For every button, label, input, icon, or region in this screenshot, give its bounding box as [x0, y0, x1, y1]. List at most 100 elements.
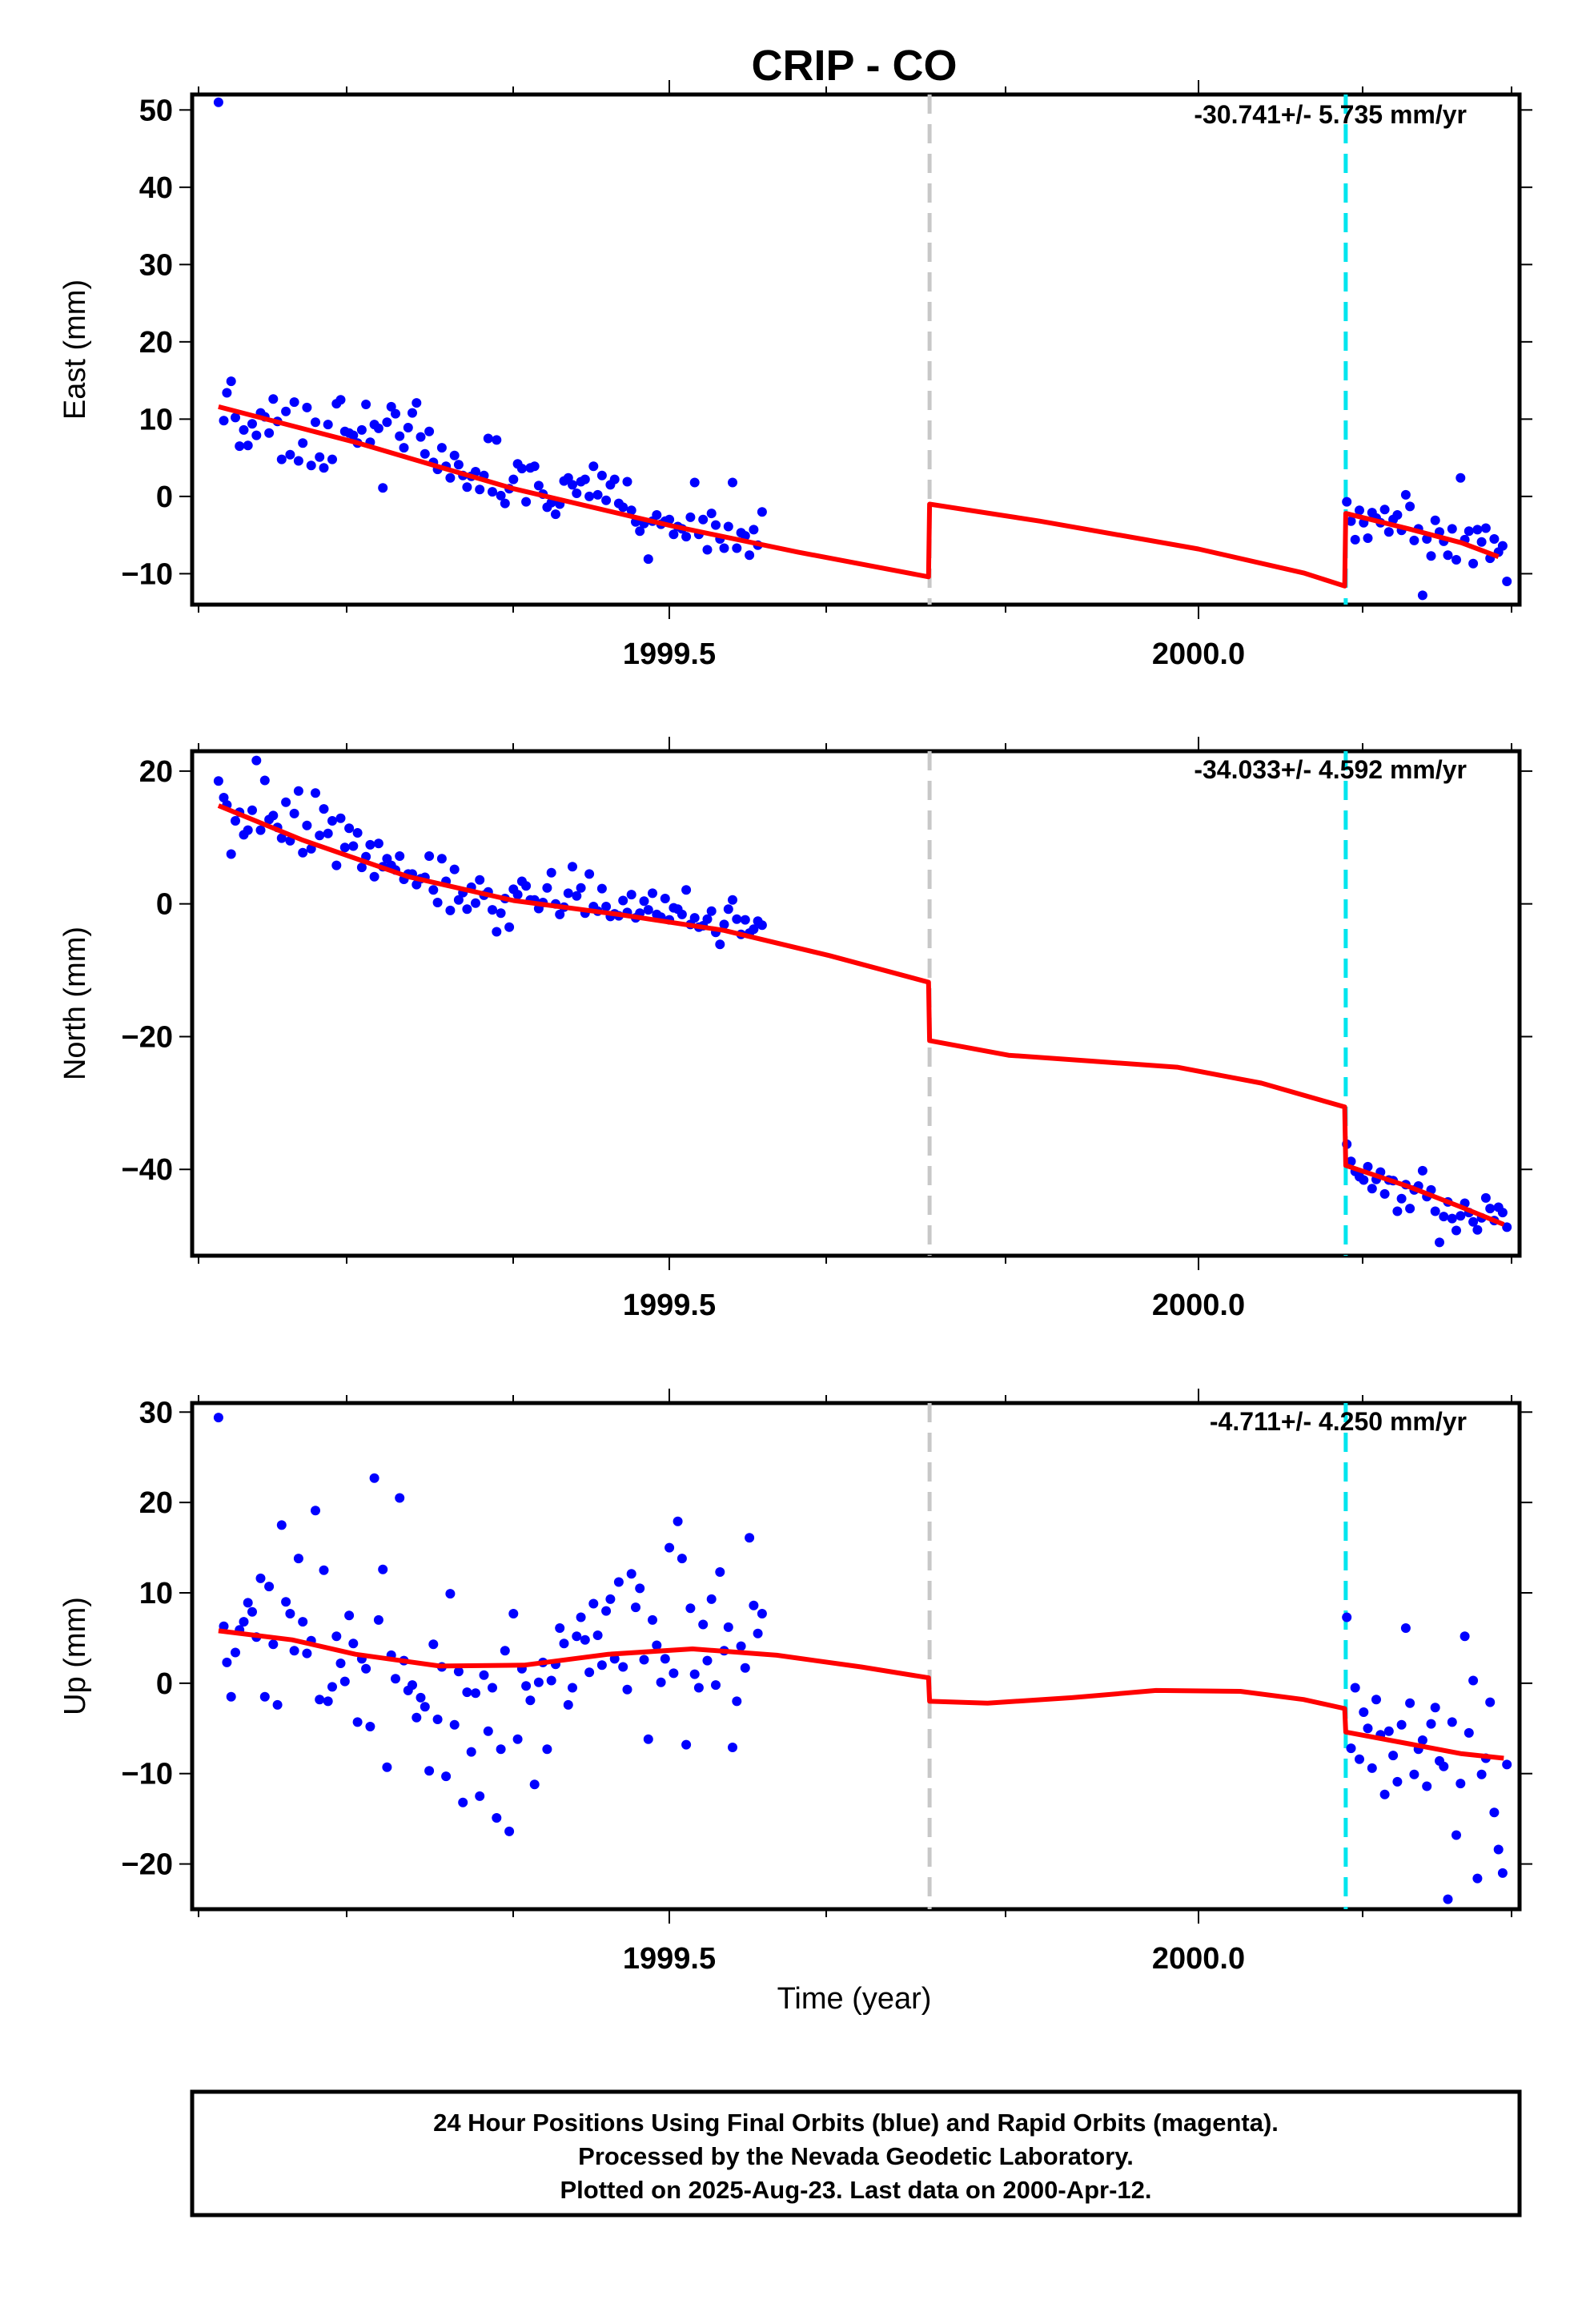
east-panel: −10 0 10 20 30 40 50 1999.5 2000.0 East (mm) -30.7… [58, 80, 1532, 671]
up-panel: −20 −10 0 10 20 30 1999.5 2000.0 Up (mm) -4.711+/… [58, 1389, 1532, 1976]
up-data-point [222, 1657, 232, 1667]
east-data-point [420, 448, 430, 459]
north-data-point [723, 904, 733, 915]
north-data-point [395, 851, 405, 861]
east-data-point [521, 497, 532, 507]
up-data-point [555, 1623, 565, 1633]
north-data-point [1430, 1206, 1440, 1216]
chart-title: CRIP - CO [751, 42, 957, 90]
up-data-point [323, 1696, 333, 1707]
up-data-point [327, 1682, 337, 1692]
up-data-point [669, 1668, 679, 1679]
east-data-point [471, 467, 480, 476]
up-data-point [1447, 1717, 1457, 1727]
east-data-point [618, 502, 628, 513]
up-data-point [588, 1598, 599, 1609]
east-data-point [222, 388, 232, 398]
north-data-point [496, 908, 506, 919]
east-data-point [719, 543, 729, 553]
up-data-point [1493, 1844, 1504, 1855]
east-data-point [306, 460, 316, 471]
north-data-point [618, 895, 628, 906]
up-data-point [1456, 1779, 1466, 1789]
up-data-point [500, 1646, 510, 1656]
north-data-point [1346, 1156, 1356, 1167]
east-y-tick-label-0: 0 [156, 480, 173, 514]
north-data-point [319, 804, 329, 814]
east-data-point [1447, 524, 1457, 534]
east-data-point [1502, 577, 1512, 586]
up-data-point [475, 1791, 485, 1801]
up-data-point [382, 1762, 392, 1772]
east-data-point [449, 450, 460, 460]
up-x-ticks [198, 1389, 1512, 1924]
east-data-point [264, 428, 275, 438]
north-data-point [462, 904, 472, 915]
up-plot-frame [190, 1401, 1522, 1912]
up-data-point [1363, 1723, 1373, 1734]
up-data-point [1396, 1719, 1407, 1730]
east-data-point [1464, 526, 1474, 537]
up-data-point [525, 1695, 536, 1706]
up-data-point [281, 1597, 291, 1607]
north-data-point [1367, 1184, 1377, 1194]
east-x-tick-label-1999.5: 1999.5 [623, 637, 716, 671]
north-data-point [749, 924, 759, 935]
north-data-point [302, 820, 312, 830]
up-y-tick-label-0: 0 [156, 1667, 173, 1701]
east-data-point [745, 550, 755, 561]
north-data-point [1359, 1175, 1369, 1185]
up-data-point [568, 1683, 577, 1693]
up-data-point [749, 1600, 759, 1610]
north-data-point [1502, 1222, 1512, 1232]
north-data-point [488, 905, 497, 915]
up-data-point [1502, 1759, 1512, 1770]
north-data-point [555, 909, 565, 919]
east-data-point [580, 474, 590, 485]
east-data-point [235, 441, 245, 452]
up-data-point [239, 1617, 249, 1627]
east-data-point [386, 401, 396, 412]
east-data-point [1443, 550, 1453, 561]
east-data-point [1383, 527, 1394, 537]
up-data-point [613, 1577, 624, 1587]
east-data-point [382, 417, 392, 428]
up-data-point [1464, 1727, 1474, 1738]
up-data-point [529, 1779, 540, 1790]
up-data-point [546, 1675, 556, 1686]
east-data-point [500, 498, 510, 509]
north-data-point [719, 919, 729, 930]
east-data-point [669, 529, 679, 540]
north-y-tick-label--20: −20 [122, 1020, 173, 1054]
east-data-point [698, 514, 709, 525]
up-data-point [728, 1743, 737, 1752]
north-data-point [339, 842, 350, 853]
north-data-point [596, 883, 607, 894]
east-y-tick-label-40: 40 [139, 171, 173, 205]
north-data-point [1456, 1211, 1466, 1221]
north-data-point [327, 816, 337, 826]
east-data-point [335, 395, 346, 405]
up-data-point [247, 1606, 257, 1617]
east-data-point [285, 449, 295, 460]
up-data-point [1355, 1754, 1364, 1764]
up-data-point [213, 1413, 223, 1423]
east-data-point [665, 514, 675, 525]
north-data-point [356, 862, 367, 873]
up-data-point [1342, 1612, 1352, 1622]
north-data-point [512, 890, 523, 900]
east-data-point [1409, 535, 1419, 545]
east-data-point [496, 490, 506, 501]
east-data-point [572, 489, 582, 498]
up-data-point [1346, 1743, 1356, 1754]
north-data-point [323, 828, 333, 838]
east-data-point [711, 520, 721, 530]
east-data-point [1476, 537, 1487, 547]
east-data-point [622, 476, 632, 487]
east-data-point [568, 480, 577, 490]
east-data-point [492, 435, 502, 445]
up-data-point [580, 1634, 590, 1645]
up-data-point [723, 1622, 733, 1632]
east-data-point [723, 521, 733, 532]
